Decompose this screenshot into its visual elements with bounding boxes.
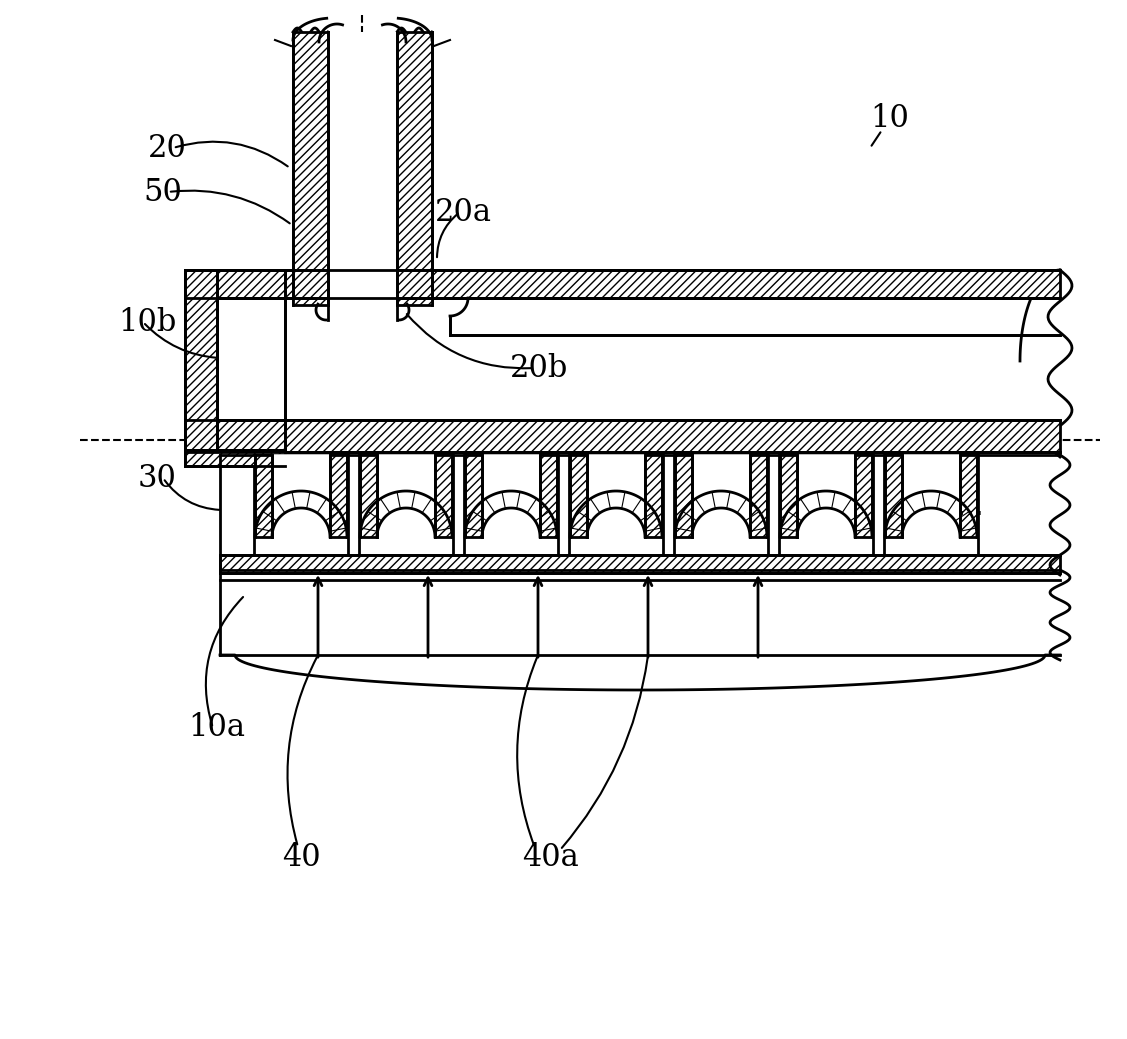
Bar <box>435 455 452 537</box>
Bar <box>218 420 1061 452</box>
Bar <box>397 32 432 305</box>
Bar <box>293 32 328 305</box>
Bar <box>218 298 1061 420</box>
Bar <box>328 270 397 298</box>
Bar <box>218 298 285 450</box>
Bar <box>185 270 1061 298</box>
Text: 10a: 10a <box>188 713 245 744</box>
Bar <box>885 455 902 537</box>
Bar <box>330 455 347 537</box>
Bar <box>220 555 1061 572</box>
Bar <box>465 455 482 537</box>
Bar <box>780 455 797 537</box>
Bar <box>540 455 557 537</box>
Polygon shape <box>902 455 960 537</box>
Bar <box>397 270 432 298</box>
Text: 20: 20 <box>148 133 187 163</box>
Bar <box>855 455 872 537</box>
Polygon shape <box>272 455 330 537</box>
Text: 20b: 20b <box>511 352 568 383</box>
Bar <box>293 270 328 298</box>
Polygon shape <box>797 455 855 537</box>
Bar <box>185 298 1061 420</box>
Bar <box>570 455 587 537</box>
Bar <box>645 455 662 537</box>
Polygon shape <box>692 455 749 537</box>
Text: ...: ... <box>957 492 984 521</box>
Bar <box>328 32 397 305</box>
Bar <box>360 455 378 537</box>
Bar <box>675 455 692 537</box>
Bar <box>185 270 218 467</box>
Bar <box>185 450 285 467</box>
Bar <box>749 455 767 537</box>
Text: 50: 50 <box>143 177 181 208</box>
Text: 20a: 20a <box>435 196 492 228</box>
Bar <box>960 455 977 537</box>
Text: 40: 40 <box>282 843 320 874</box>
Text: 10: 10 <box>870 103 908 133</box>
Polygon shape <box>378 455 435 537</box>
Text: 10b: 10b <box>118 307 176 338</box>
Bar <box>255 455 272 537</box>
Text: 40a: 40a <box>522 843 579 874</box>
Polygon shape <box>482 455 540 537</box>
Text: 30: 30 <box>137 462 177 494</box>
Polygon shape <box>587 455 645 537</box>
